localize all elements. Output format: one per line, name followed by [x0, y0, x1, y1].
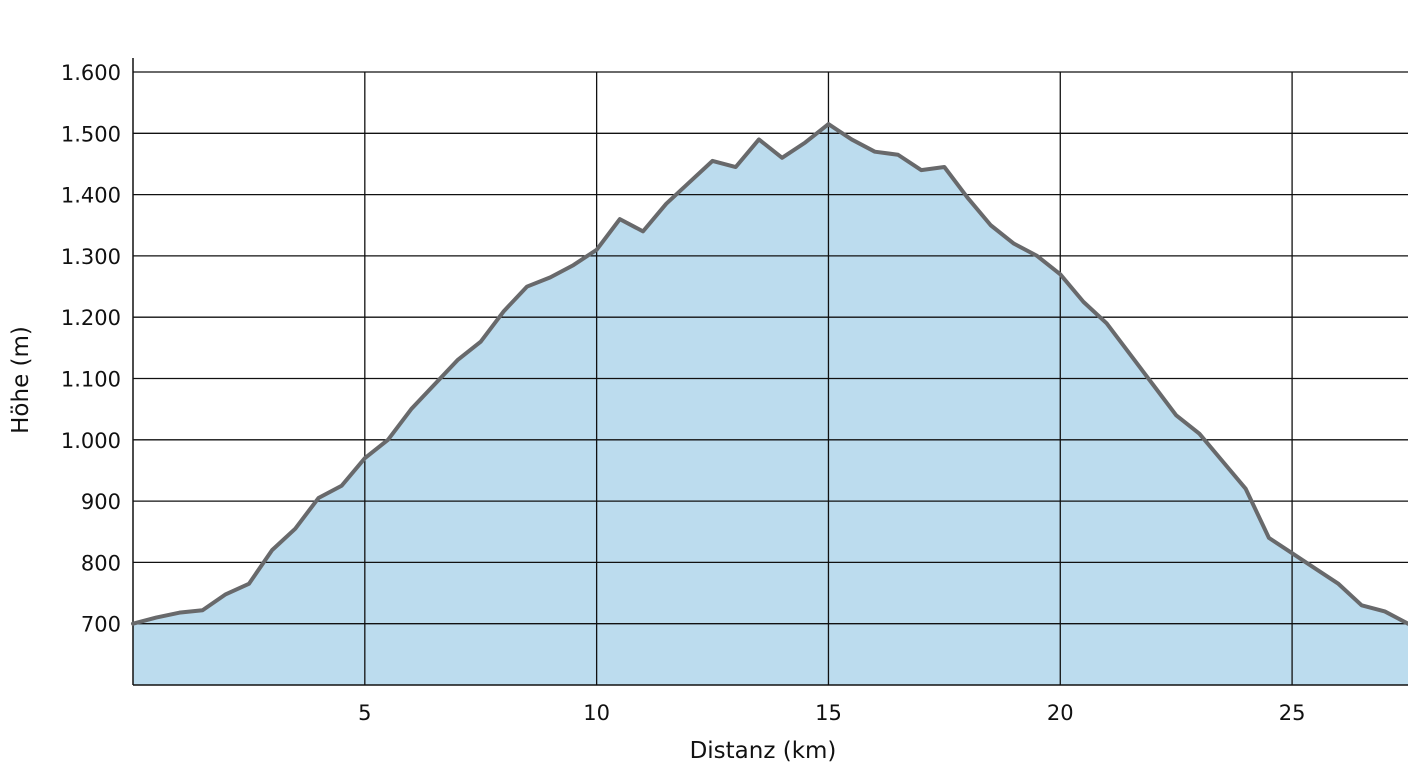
- x-tick-label: 25: [1279, 701, 1306, 725]
- x-axis-title: Distanz (km): [690, 738, 837, 764]
- y-tick-label: 1.600: [61, 61, 121, 85]
- x-tick-label: 20: [1047, 701, 1074, 725]
- y-tick-label: 1.500: [61, 122, 121, 146]
- y-tick-label: 900: [81, 490, 121, 514]
- y-tick-label: 1.400: [61, 184, 121, 208]
- y-tick-label: 1.000: [61, 429, 121, 453]
- y-tick-label: 1.100: [61, 368, 121, 392]
- y-tick-label: 800: [81, 551, 121, 575]
- y-tick-label: 1.300: [61, 245, 121, 269]
- y-tick-label: 1.200: [61, 306, 121, 330]
- x-tick-label: 10: [583, 701, 610, 725]
- y-axis-title: Höhe (m): [8, 326, 34, 434]
- area-line: [131, 122, 1408, 626]
- y-tick-label: 700: [81, 613, 121, 637]
- area-fill: [133, 124, 1408, 686]
- x-tick-label: 5: [358, 701, 371, 725]
- x-tick-label: 15: [815, 701, 842, 725]
